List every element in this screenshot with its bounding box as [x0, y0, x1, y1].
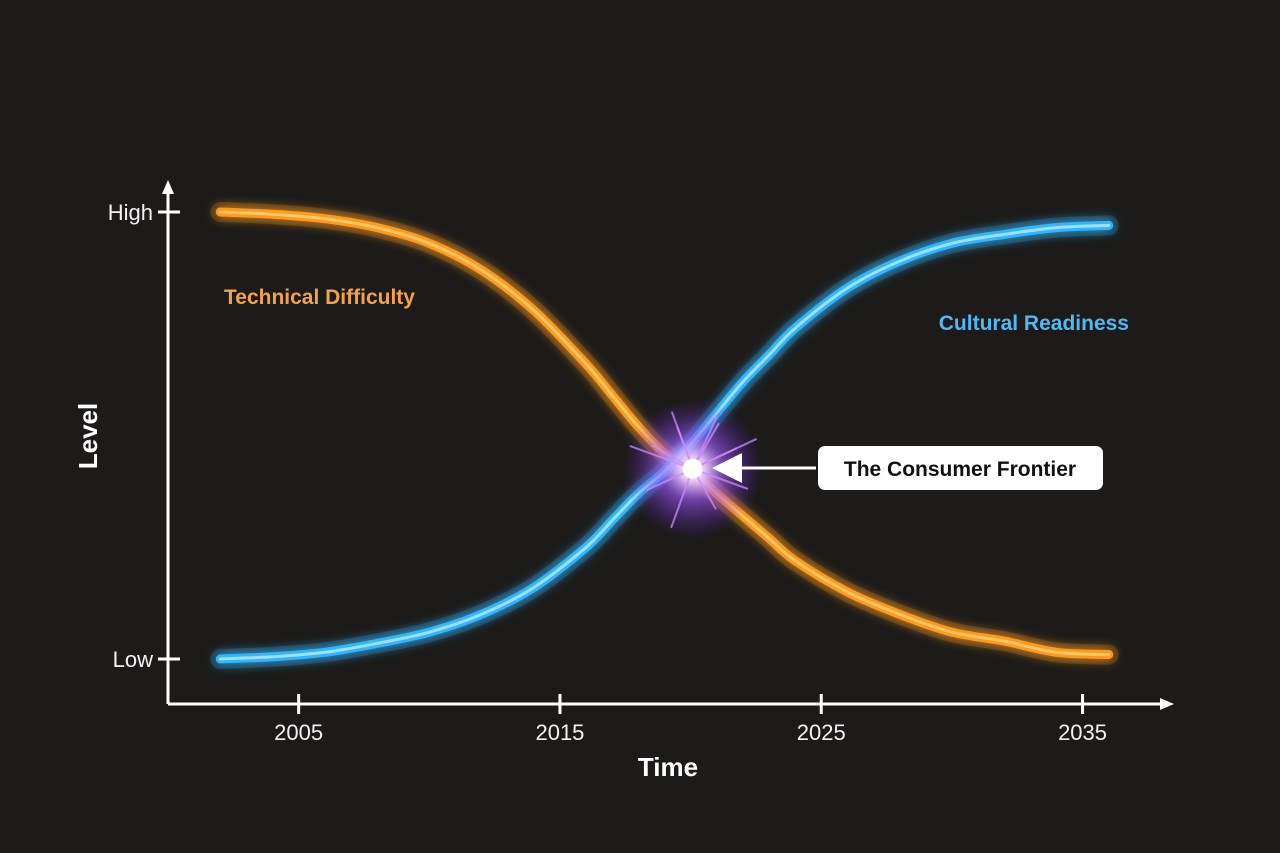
x-ticks: 2005 2015 2025 2035	[274, 694, 1107, 745]
x-tick-label-2015: 2015	[535, 720, 584, 745]
y-tick-label-high: High	[108, 200, 153, 225]
callout-label: The Consumer Frontier	[844, 458, 1076, 481]
x-tick-label-2005: 2005	[274, 720, 323, 745]
y-tick-label-low: Low	[113, 647, 153, 672]
x-tick-label-2025: 2025	[797, 720, 846, 745]
cultural-readiness-label: Cultural Readiness	[939, 312, 1129, 335]
x-axis-arrow-icon	[1160, 698, 1174, 710]
burst-ray	[670, 467, 694, 529]
x-tick-label-2035: 2035	[1058, 720, 1107, 745]
axes: 2005 2015 2025 2035 Low High	[108, 180, 1174, 745]
x-axis-title: Time	[638, 752, 698, 782]
y-ticks: Low High	[108, 200, 180, 672]
burst-core	[682, 458, 703, 479]
burst-ray	[629, 445, 694, 470]
y-axis-arrow-icon	[162, 180, 174, 194]
y-axis-title: Level	[73, 403, 103, 470]
technical-difficulty-label: Technical Difficulty	[224, 286, 415, 309]
callout: The Consumer Frontier	[712, 446, 1103, 490]
callout-box	[818, 446, 1103, 490]
